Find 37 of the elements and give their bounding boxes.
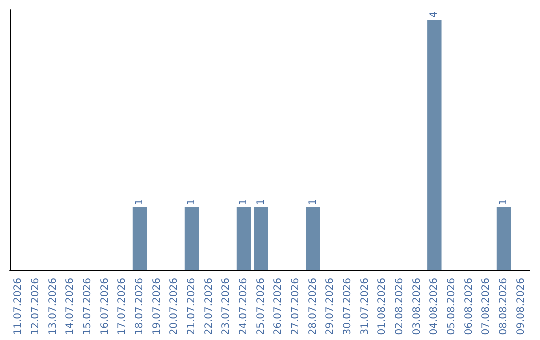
data-label: 1 bbox=[498, 199, 510, 206]
data-label: 1 bbox=[134, 199, 146, 206]
x-tick-label: 29.07.2026 bbox=[325, 278, 336, 336]
x-tick-label: 19.07.2026 bbox=[152, 278, 163, 336]
x-tick-label: 11.07.2026 bbox=[13, 278, 24, 336]
x-tick-label: 26.07.2026 bbox=[273, 278, 284, 336]
data-label: 1 bbox=[308, 199, 319, 206]
x-tick-label: 31.07.2026 bbox=[360, 278, 371, 336]
x-tick-label: 17.07.2026 bbox=[117, 278, 128, 336]
x-tick-label: 06.08.2026 bbox=[464, 278, 475, 336]
x-tick-label: 27.07.2026 bbox=[290, 278, 302, 336]
data-label: 1 bbox=[256, 199, 267, 206]
x-tick-label: 28.07.2026 bbox=[308, 278, 319, 336]
x-tick-label: 12.07.2026 bbox=[30, 278, 42, 336]
x-tick-label: 03.08.2026 bbox=[412, 278, 423, 336]
x-tick-label: 23.07.2026 bbox=[221, 278, 232, 336]
data-label: 1 bbox=[238, 199, 250, 206]
x-tick-label: 08.08.2026 bbox=[498, 278, 510, 336]
x-tick-label: 25.07.2026 bbox=[256, 278, 267, 336]
x-tick-label: 01.08.2026 bbox=[377, 278, 388, 336]
data-label: 4 bbox=[429, 12, 440, 18]
x-tick-label: 14.07.2026 bbox=[65, 278, 76, 336]
x-tick-label: 15.07.2026 bbox=[82, 278, 94, 336]
x-tick-label: 04.08.2026 bbox=[429, 278, 440, 336]
x-tick-label: 09.08.2026 bbox=[516, 278, 527, 336]
x-tick-label: 02.08.2026 bbox=[394, 278, 406, 336]
x-tick-label: 24.07.2026 bbox=[238, 278, 250, 336]
x-tick-label: 07.08.2026 bbox=[481, 278, 492, 336]
data-label: 1 bbox=[186, 199, 198, 206]
x-tick-label: 05.08.2026 bbox=[446, 278, 458, 336]
x-tick-label: 18.07.2026 bbox=[134, 278, 146, 336]
x-tick-label: 22.07.2026 bbox=[204, 278, 215, 336]
x-tick-label: 20.07.2026 bbox=[169, 278, 180, 336]
x-tick-label: 13.07.2026 bbox=[48, 278, 59, 336]
x-tick-label: 16.07.2026 bbox=[100, 278, 111, 336]
x-tick-label: 21.07.2026 bbox=[186, 278, 198, 336]
x-tick-label: 30.07.2026 bbox=[342, 278, 354, 336]
